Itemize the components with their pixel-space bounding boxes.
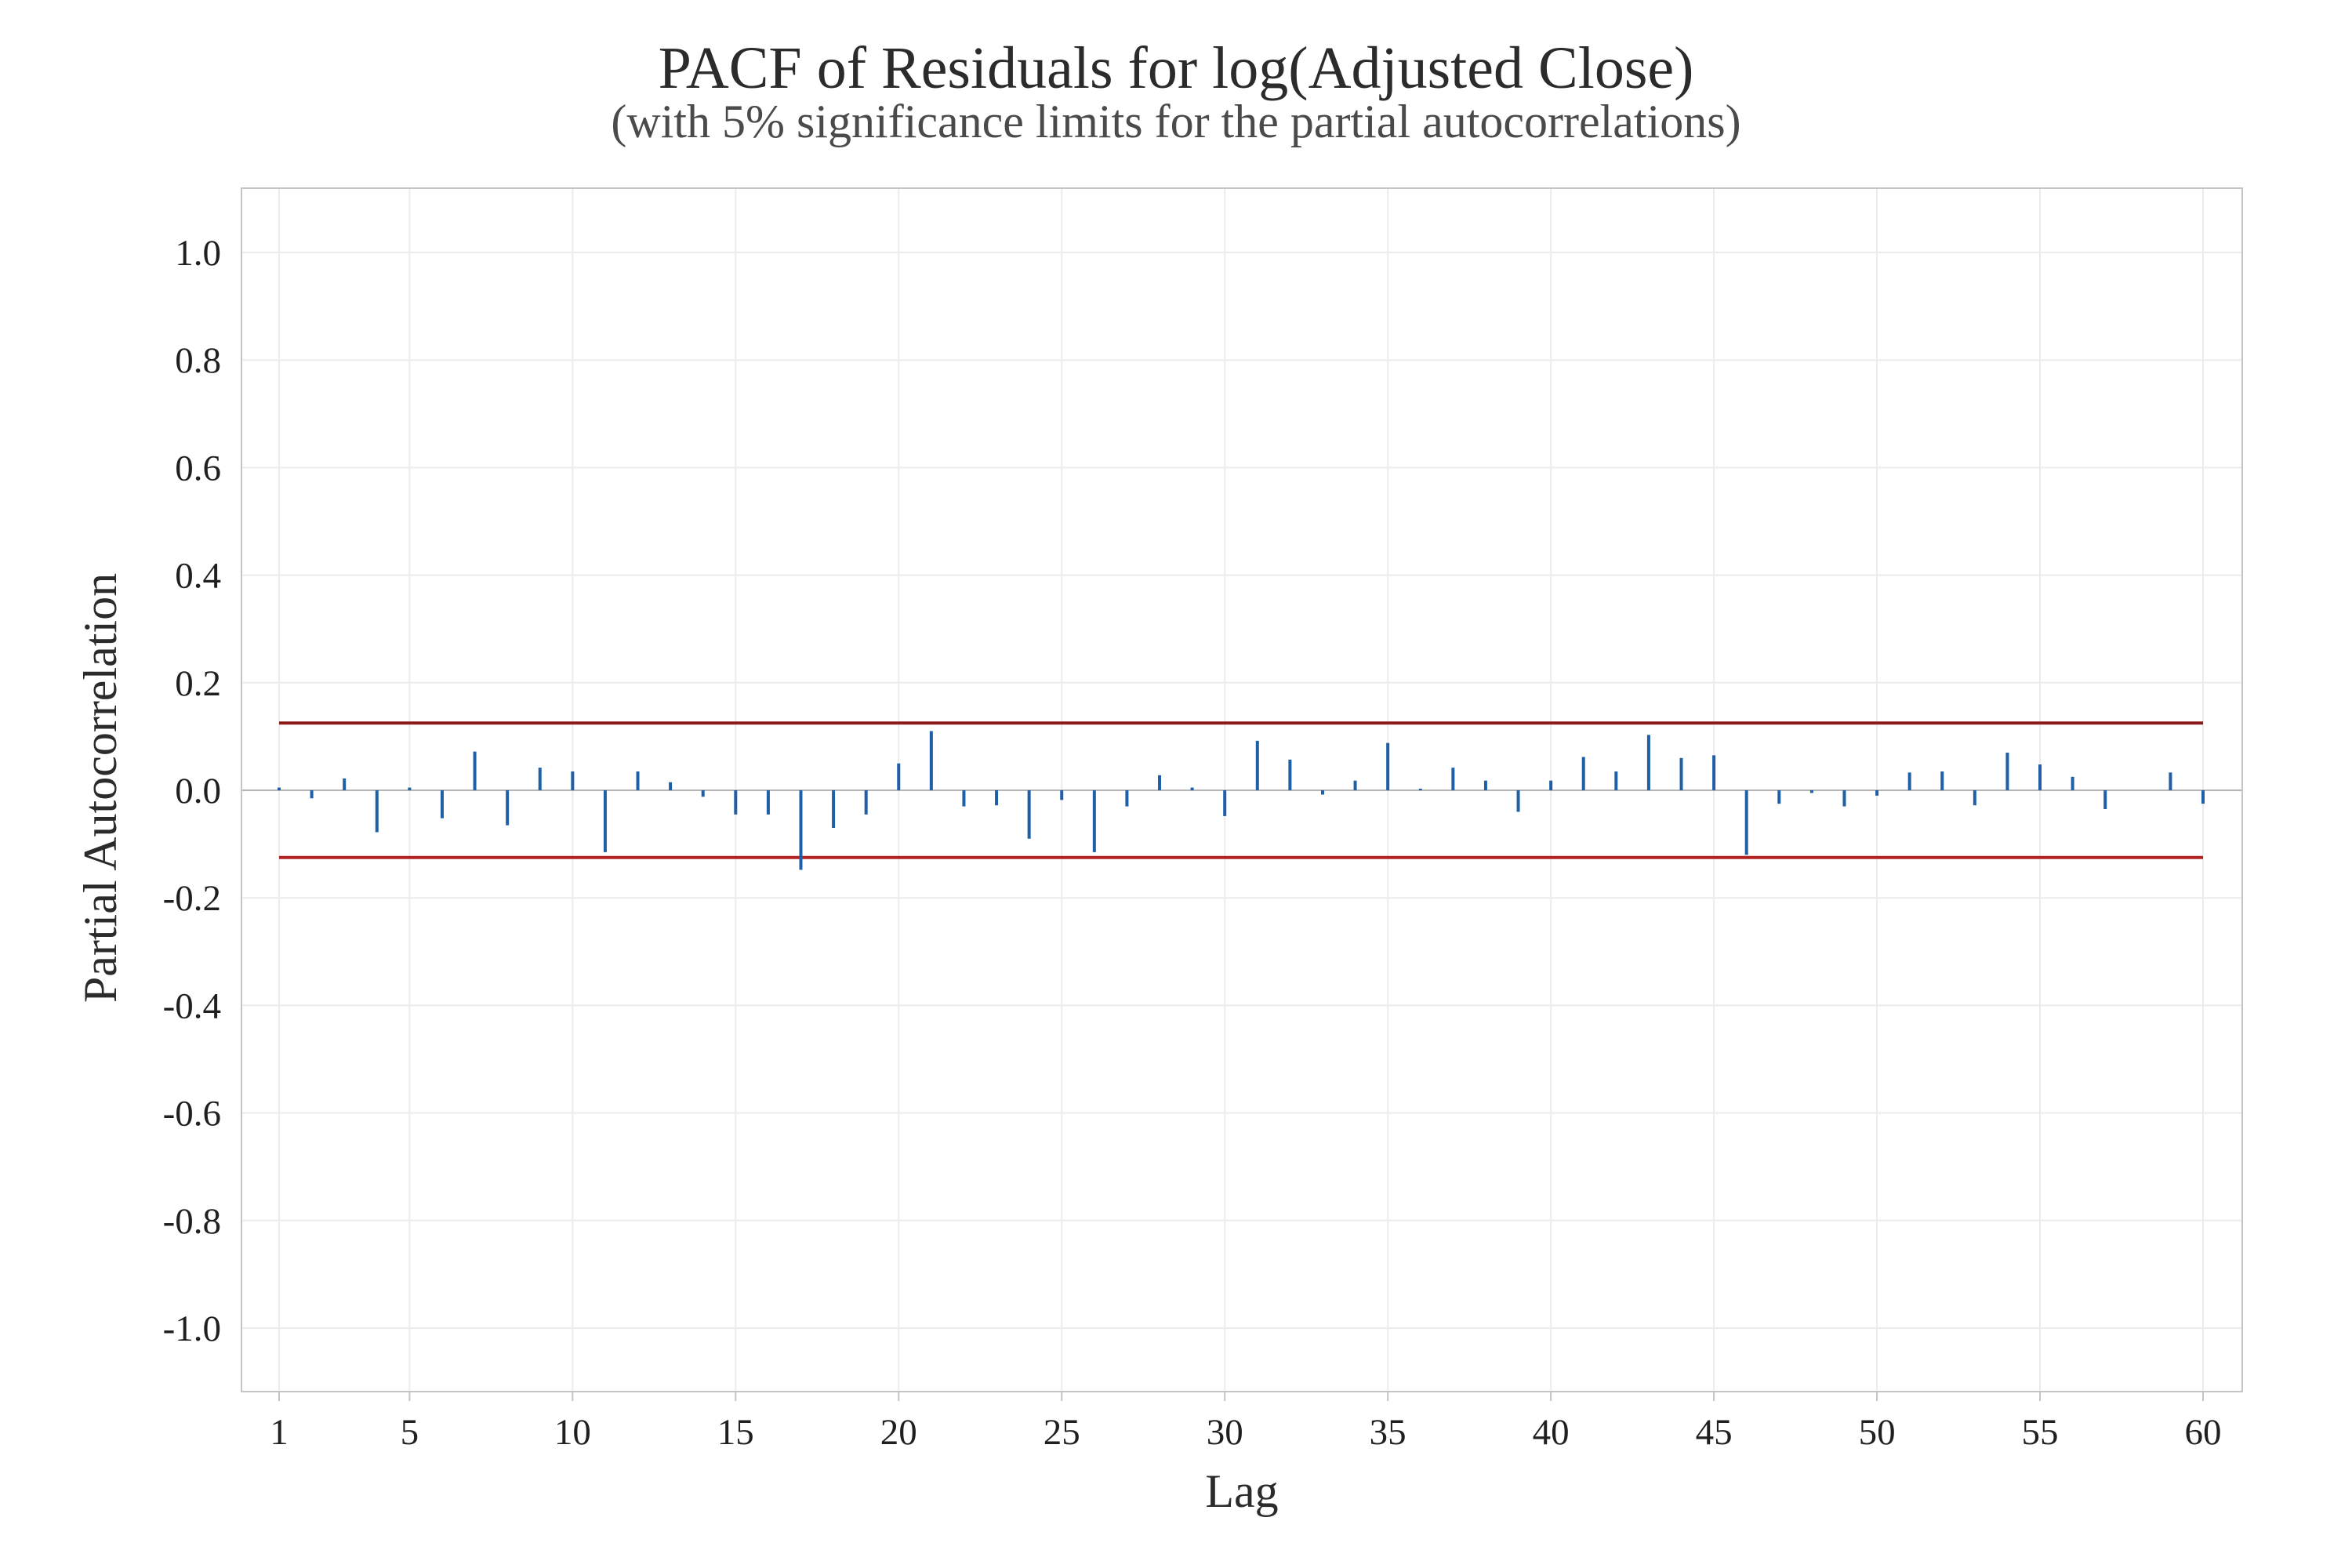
- x-tick-label: 50: [1859, 1412, 1896, 1453]
- y-tick-label: 0.8: [175, 340, 221, 381]
- pacf-stems: [278, 731, 2205, 870]
- x-axis-label: Lag: [1205, 1465, 1278, 1517]
- chart-subtitle: (with 5% significance limits for the par…: [611, 96, 1740, 147]
- x-tick-label: 5: [401, 1412, 419, 1453]
- y-tick-label: -0.4: [163, 985, 221, 1026]
- x-tick-label: 20: [880, 1412, 917, 1453]
- x-tick-label: 45: [1696, 1412, 1733, 1453]
- chart-title: PACF of Residuals for log(Adjusted Close…: [659, 35, 1694, 101]
- significance-limits: [279, 721, 2203, 859]
- x-tick-label: 30: [1207, 1412, 1243, 1453]
- y-tick-label: 0.6: [175, 448, 221, 488]
- y-tick-label: 0.2: [175, 663, 221, 704]
- x-tick-label: 55: [2022, 1412, 2059, 1453]
- x-tick-label: 25: [1044, 1412, 1080, 1453]
- y-tick-label: 1.0: [175, 233, 221, 274]
- y-tick-label: -0.2: [163, 878, 221, 919]
- x-axis-ticks: 1 5 10 15 20 25 30 35 40 45 50 55 60: [270, 1392, 2222, 1453]
- x-tick-label: 1: [270, 1412, 289, 1453]
- x-tick-label: 40: [1533, 1412, 1570, 1453]
- y-tick-label: 0.4: [175, 556, 221, 597]
- y-tick-label: -0.8: [163, 1201, 221, 1242]
- y-tick-label: 0.0: [175, 771, 221, 811]
- y-axis-ticks: 1.0 0.8 0.6 0.4 0.2 0.0 -0.2 -0.4 -0.6 -0.8 -1.0: [163, 233, 221, 1349]
- y-axis-label: Partial Autocorrelation: [74, 573, 126, 1003]
- y-tick-label: -1.0: [163, 1308, 221, 1349]
- x-tick-label: 15: [717, 1412, 754, 1453]
- x-tick-label: 35: [1370, 1412, 1406, 1453]
- y-tick-label: -0.6: [163, 1094, 221, 1134]
- x-tick-label: 60: [2185, 1412, 2222, 1453]
- plot-frame: [241, 187, 2243, 1392]
- x-tick-label: 10: [554, 1412, 591, 1453]
